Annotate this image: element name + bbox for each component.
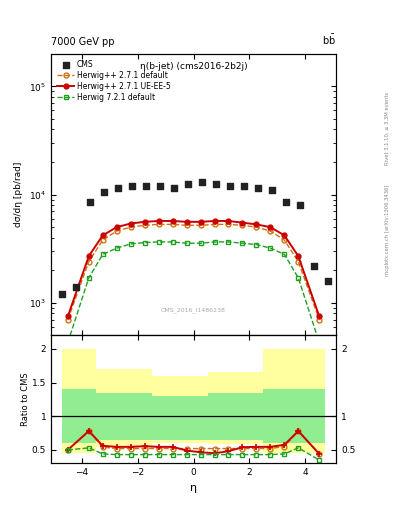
CMS (171, 184, 177, 192)
Text: Rivet 3.1.10, ≥ 3.3M events: Rivet 3.1.10, ≥ 3.3M events (385, 91, 389, 165)
Herwig++ 2.7.1 UE-EE-5 (86, 253, 91, 259)
Herwig++ 2.7.1 UE-EE-5 (66, 313, 70, 319)
CMS (297, 201, 303, 209)
Herwig++ 2.7.1 UE-EE-5 (184, 219, 189, 225)
CMS (185, 180, 191, 188)
Herwig++ 2.7.1 default (198, 222, 203, 228)
Herwig 7.2.1 default (198, 240, 203, 246)
Text: 7000 GeV pp: 7000 GeV pp (51, 37, 115, 47)
Herwig 7.2.1 default (142, 240, 147, 246)
Herwig++ 2.7.1 UE-EE-5 (198, 219, 203, 225)
Herwig 7.2.1 default (254, 242, 259, 248)
Herwig++ 2.7.1 default (86, 259, 91, 265)
Herwig++ 2.7.1 default (100, 237, 105, 243)
Herwig 7.2.1 default (156, 239, 161, 245)
Herwig++ 2.7.1 UE-EE-5 (268, 224, 273, 230)
Herwig++ 2.7.1 UE-EE-5 (226, 218, 231, 224)
CMS (87, 198, 94, 206)
Text: mcplots.cern.ch [arXiv:1306.3436]: mcplots.cern.ch [arXiv:1306.3436] (385, 185, 389, 276)
Herwig++ 2.7.1 UE-EE-5 (156, 218, 161, 224)
Herwig 7.2.1 default (184, 240, 189, 246)
Herwig 7.2.1 default (268, 245, 273, 251)
CMS (199, 178, 205, 186)
Herwig 7.2.1 default (296, 275, 301, 281)
Herwig 7.2.1 default (66, 339, 70, 346)
Herwig++ 2.7.1 UE-EE-5 (100, 232, 105, 239)
Herwig 7.2.1 default (317, 339, 321, 346)
Herwig++ 2.7.1 UE-EE-5 (129, 221, 133, 227)
Line: Herwig++ 2.7.1 default: Herwig++ 2.7.1 default (65, 222, 322, 322)
Herwig++ 2.7.1 default (296, 259, 301, 265)
Herwig++ 2.7.1 default (240, 222, 245, 228)
CMS (59, 290, 65, 298)
Herwig 7.2.1 default (114, 245, 119, 251)
Herwig++ 2.7.1 default (129, 224, 133, 230)
Y-axis label: Ratio to CMS: Ratio to CMS (22, 373, 31, 426)
Herwig 7.2.1 default (240, 240, 245, 246)
Herwig++ 2.7.1 default (226, 221, 231, 227)
CMS (157, 182, 163, 190)
CMS (283, 198, 289, 206)
Herwig 7.2.1 default (129, 241, 133, 247)
Herwig++ 2.7.1 default (184, 222, 189, 228)
Herwig++ 2.7.1 UE-EE-5 (296, 253, 301, 259)
Herwig++ 2.7.1 default (170, 221, 175, 227)
X-axis label: η: η (190, 483, 197, 493)
CMS (129, 182, 135, 190)
Herwig++ 2.7.1 UE-EE-5 (240, 220, 245, 226)
CMS (143, 182, 149, 190)
Herwig++ 2.7.1 default (254, 224, 259, 230)
Herwig++ 2.7.1 default (268, 228, 273, 234)
Herwig 7.2.1 default (212, 239, 217, 245)
CMS (325, 276, 331, 285)
Line: Herwig++ 2.7.1 UE-EE-5: Herwig++ 2.7.1 UE-EE-5 (65, 219, 322, 319)
Herwig++ 2.7.1 default (66, 316, 70, 323)
Legend: CMS, Herwig++ 2.7.1 default, Herwig++ 2.7.1 UE-EE-5, Herwig 7.2.1 default: CMS, Herwig++ 2.7.1 default, Herwig++ 2.… (55, 57, 173, 104)
Herwig++ 2.7.1 UE-EE-5 (282, 232, 287, 239)
Y-axis label: dσ/dη [pb/rad]: dσ/dη [pb/rad] (15, 162, 24, 227)
CMS (310, 262, 317, 270)
Herwig++ 2.7.1 UE-EE-5 (317, 313, 321, 319)
Text: CMS_2016_I1486238: CMS_2016_I1486238 (161, 307, 226, 313)
Herwig 7.2.1 default (170, 239, 175, 245)
Herwig 7.2.1 default (226, 239, 231, 245)
Herwig++ 2.7.1 UE-EE-5 (114, 224, 119, 230)
Herwig++ 2.7.1 default (282, 237, 287, 243)
CMS (241, 182, 247, 190)
Herwig++ 2.7.1 default (142, 222, 147, 228)
Herwig++ 2.7.1 UE-EE-5 (254, 221, 259, 227)
CMS (73, 283, 79, 291)
Herwig++ 2.7.1 UE-EE-5 (212, 218, 217, 224)
CMS (255, 184, 261, 192)
Herwig++ 2.7.1 UE-EE-5 (142, 219, 147, 225)
Herwig 7.2.1 default (100, 251, 105, 258)
CMS (115, 184, 121, 192)
Herwig 7.2.1 default (282, 251, 287, 258)
Line: Herwig 7.2.1 default: Herwig 7.2.1 default (65, 240, 322, 345)
Herwig++ 2.7.1 default (114, 228, 119, 234)
CMS (213, 180, 219, 188)
Herwig++ 2.7.1 default (212, 221, 217, 227)
Text: b$\bar{\rm b}$: b$\bar{\rm b}$ (322, 33, 336, 47)
CMS (101, 188, 107, 197)
Herwig++ 2.7.1 default (317, 316, 321, 323)
CMS (269, 186, 275, 194)
Herwig++ 2.7.1 default (156, 221, 161, 227)
Herwig 7.2.1 default (86, 275, 91, 281)
Herwig++ 2.7.1 UE-EE-5 (170, 218, 175, 224)
CMS (227, 182, 233, 190)
Text: η(b-jet) (cms2016-2b2j): η(b-jet) (cms2016-2b2j) (140, 62, 247, 71)
